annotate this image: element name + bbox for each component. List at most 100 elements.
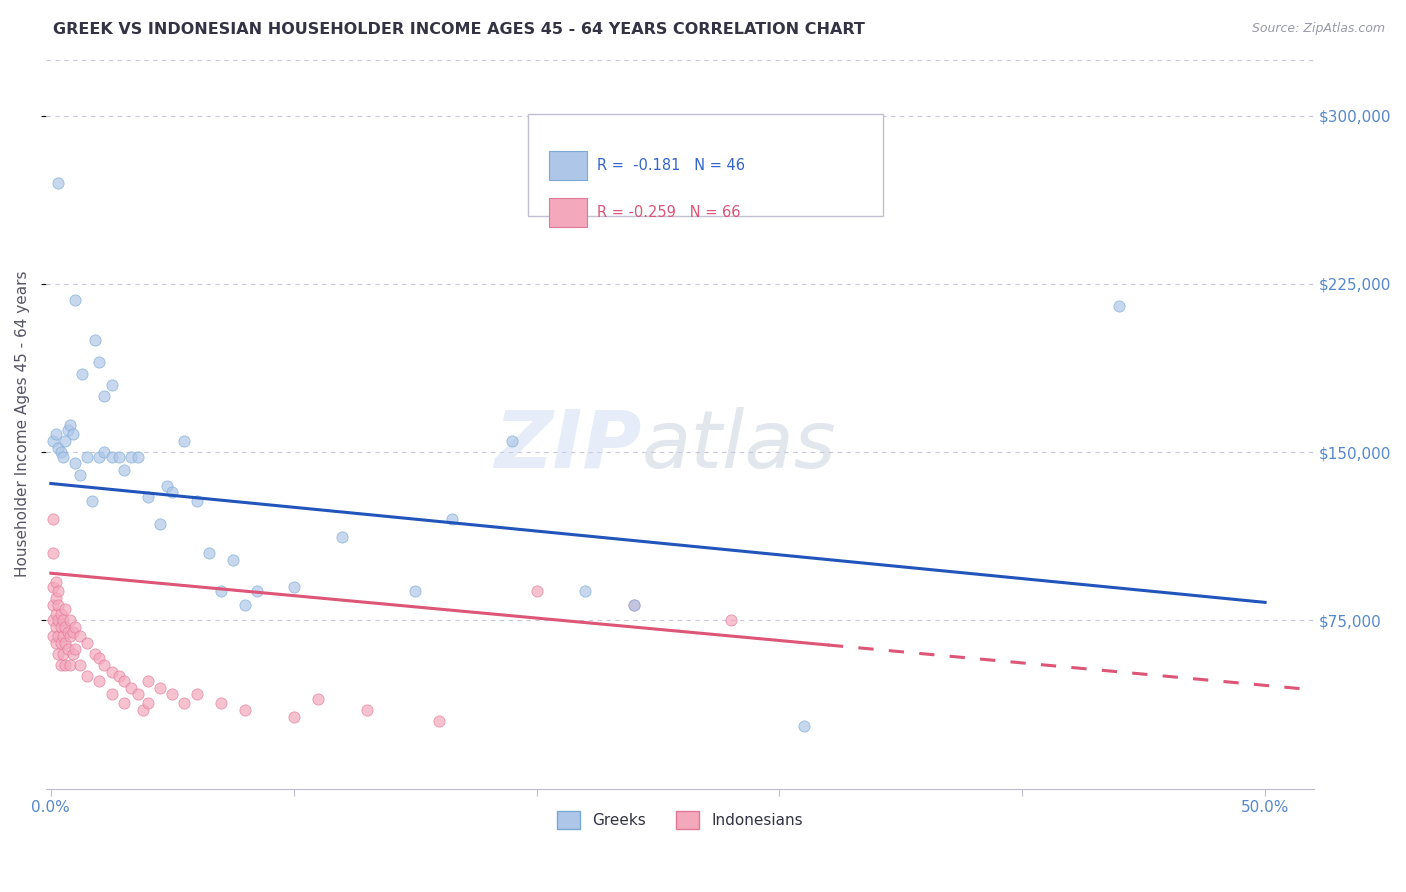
Point [127,687,149,701]
Point [62,647,84,661]
Text: GREEK VS INDONESIAN HOUSEHOLDER INCOME AGES 45 - 64 YEARS CORRELATION CHART: GREEK VS INDONESIAN HOUSEHOLDER INCOME A… [53,22,865,37]
Legend: Greeks, Indonesians: Greeks, Indonesians [551,805,808,836]
Y-axis label: Householder Income Ages 45 - 64 years: Householder Income Ages 45 - 64 years [15,271,30,577]
Point [307,691,329,706]
Point [136,490,159,504]
Point [55,434,77,448]
Point [42,598,65,612]
Point [63,642,86,657]
Point [404,584,426,599]
Point [89,450,111,464]
Point [173,696,195,710]
Point [59,613,82,627]
Point [52,629,75,643]
Point [186,687,208,701]
Point [112,696,135,710]
Point [100,665,122,679]
Point [136,696,159,710]
Point [55,636,77,650]
Point [52,613,75,627]
Point [59,629,82,643]
Point [49,636,72,650]
Point [209,696,232,710]
Point [46,176,69,190]
Point [623,598,645,612]
Point [108,450,131,464]
Point [149,681,172,695]
Point [186,494,208,508]
Point [356,703,378,717]
Text: R = -0.259   N = 66: R = -0.259 N = 66 [598,205,741,220]
Point [62,427,84,442]
Point [246,584,269,599]
Point [46,598,69,612]
Point [55,658,77,673]
Point [83,647,105,661]
Point [69,629,91,643]
Point [149,516,172,531]
Point [283,710,305,724]
Point [45,620,67,634]
Point [574,584,596,599]
Point [45,591,67,605]
Point [76,636,98,650]
Point [526,584,548,599]
Point [136,673,159,688]
Point [76,450,98,464]
Point [233,703,256,717]
Point [76,669,98,683]
Point [42,580,65,594]
Point [93,658,115,673]
Point [120,681,142,695]
Point [127,450,149,464]
Point [46,613,69,627]
Point [55,602,77,616]
Point [59,418,82,433]
Point [56,423,79,437]
Point [82,494,104,508]
Point [222,553,245,567]
Point [63,456,86,470]
Point [49,445,72,459]
Point [162,687,184,701]
Point [45,607,67,621]
Point [93,389,115,403]
Point [440,512,463,526]
FancyBboxPatch shape [550,151,588,180]
Point [100,377,122,392]
Point [173,434,195,448]
Point [72,367,94,381]
Point [42,629,65,643]
FancyBboxPatch shape [527,114,883,217]
Point [429,714,451,729]
Point [89,651,111,665]
Point [501,434,523,448]
Point [45,636,67,650]
Point [112,673,135,688]
Point [330,530,353,544]
Point [108,669,131,683]
Text: R =  -0.181   N = 46: R = -0.181 N = 46 [598,158,745,173]
Point [209,584,232,599]
Point [56,624,79,639]
Point [120,450,142,464]
Point [46,584,69,599]
Point [62,624,84,639]
Point [89,355,111,369]
Point [49,658,72,673]
Point [42,434,65,448]
Point [112,463,135,477]
Point [46,647,69,661]
Point [793,719,815,733]
FancyBboxPatch shape [550,198,588,227]
Point [197,546,219,560]
Point [1108,299,1130,313]
Point [132,703,155,717]
Point [45,575,67,590]
Point [83,333,105,347]
Point [156,479,179,493]
Text: Source: ZipAtlas.com: Source: ZipAtlas.com [1251,22,1385,36]
Point [162,485,184,500]
Point [49,620,72,634]
Point [100,687,122,701]
